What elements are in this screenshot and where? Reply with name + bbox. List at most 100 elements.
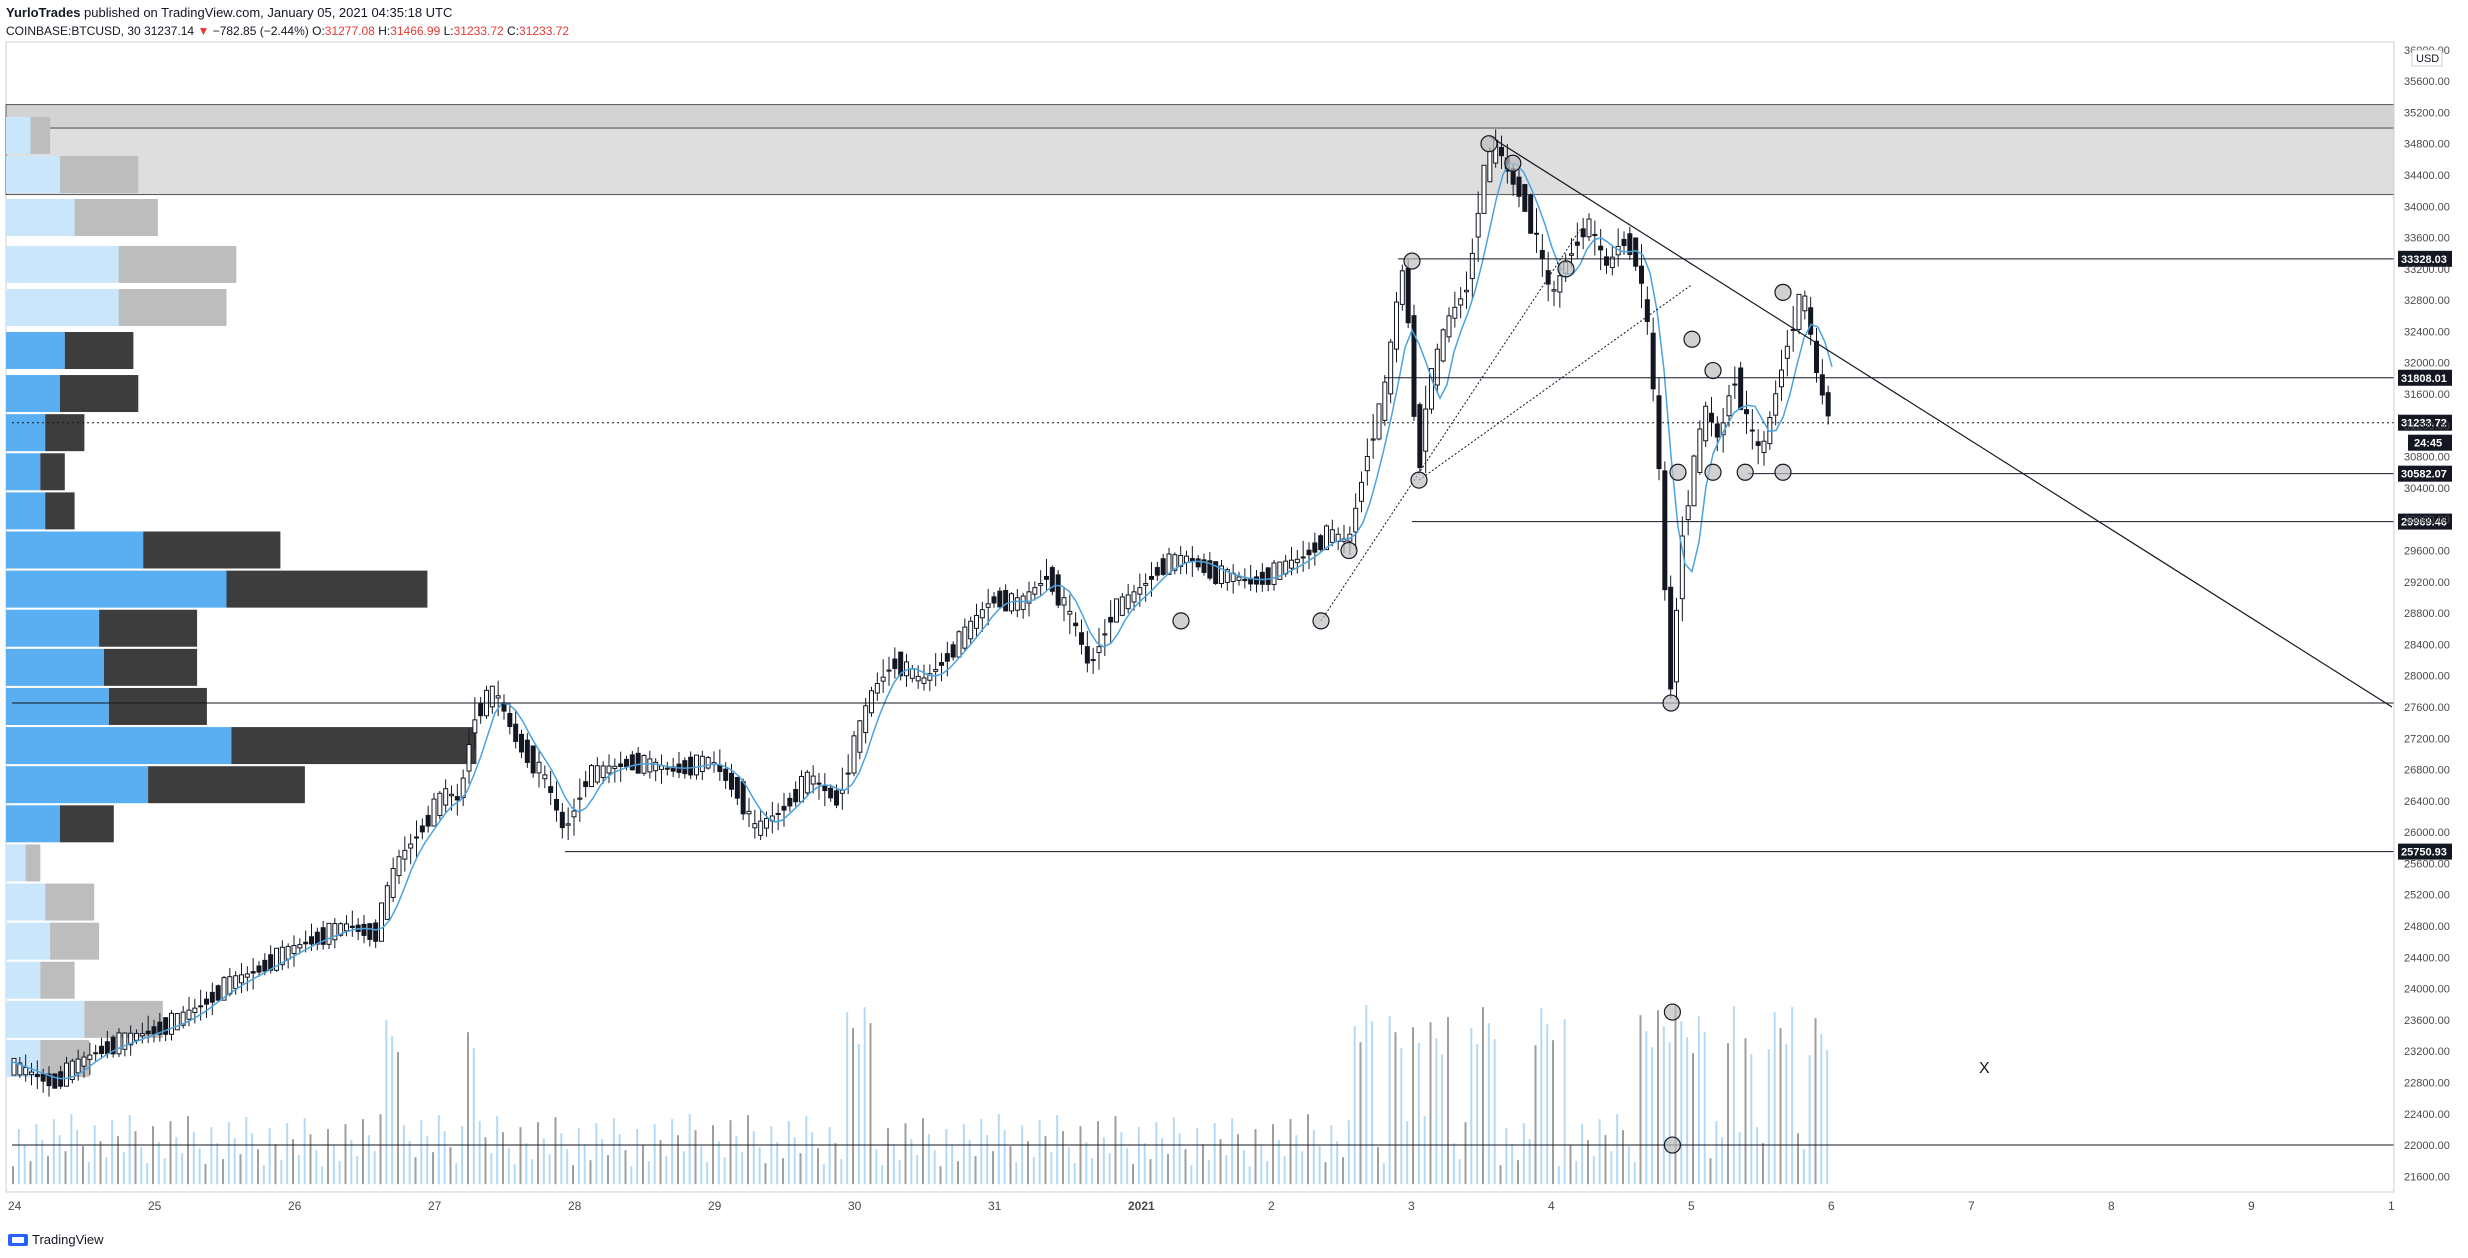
- volume-bar: [1342, 1157, 1344, 1185]
- volume-bar: [688, 1114, 691, 1185]
- candle-body: [1469, 252, 1475, 280]
- resistance-zone[interactable]: [5, 127, 2395, 196]
- volume-bar: [1406, 1121, 1409, 1185]
- candle-body: [1090, 659, 1096, 662]
- candle-body: [151, 1026, 157, 1035]
- candle-body: [1691, 455, 1697, 507]
- pivot-circle-marker[interactable]: [1480, 135, 1498, 153]
- pivot-circle-marker[interactable]: [1774, 463, 1792, 481]
- currency-box[interactable]: [2411, 49, 2443, 67]
- candle-body: [367, 923, 373, 940]
- time-axis-tick: 7: [1968, 1199, 1975, 1213]
- volume-circle-marker[interactable]: [1663, 1136, 1682, 1154]
- volume-bar: [1727, 1043, 1729, 1185]
- price-label-tag: [2398, 843, 2452, 860]
- vp-up-bar: [6, 961, 41, 999]
- candle-body: [822, 785, 828, 792]
- volume-bar: [1814, 1018, 1817, 1185]
- volume-bar: [659, 1140, 662, 1185]
- candle-body: [1359, 481, 1364, 502]
- pivot-circle-marker[interactable]: [1704, 361, 1722, 380]
- pivot-circle-marker[interactable]: [1736, 463, 1754, 481]
- candle-body: [845, 772, 851, 775]
- footer-brand: TradingView: [8, 1232, 104, 1247]
- vp-up-bar: [6, 1000, 85, 1038]
- vp-down-bar: [50, 922, 100, 960]
- volume-bar: [47, 1156, 49, 1185]
- candle-body: [1154, 567, 1160, 576]
- candle-body: [1143, 582, 1149, 586]
- time-axis-tick: 29: [708, 1199, 722, 1213]
- volume-bar: [694, 1130, 697, 1185]
- author-name[interactable]: YurloTrades: [6, 5, 81, 20]
- pivot-circle-marker[interactable]: [1683, 330, 1701, 348]
- candle-body: [799, 775, 804, 803]
- candle-body: [1020, 595, 1026, 610]
- candle-body: [1703, 405, 1709, 442]
- volume-bar: [1499, 1165, 1502, 1185]
- candle-body: [431, 798, 437, 827]
- candle-body: [781, 805, 787, 811]
- volume-bar: [828, 1127, 831, 1185]
- pivot-circle-marker[interactable]: [1312, 612, 1330, 630]
- volume-bar: [122, 1152, 125, 1185]
- pivot-circle-marker[interactable]: [1403, 252, 1421, 270]
- volume-bar: [811, 1132, 814, 1185]
- candle-body: [122, 1032, 128, 1050]
- candle-body: [507, 712, 513, 728]
- pivot-circle-marker[interactable]: [1410, 471, 1428, 489]
- volume-bar: [1423, 1116, 1426, 1185]
- pivot-circle-marker[interactable]: [1774, 283, 1792, 301]
- candle-body: [1405, 267, 1411, 324]
- candle-body: [1160, 558, 1166, 575]
- volume-bar: [350, 1140, 353, 1185]
- price-axis-tick: 32000.00: [2404, 358, 2450, 370]
- open-value: 31277.08: [324, 24, 375, 38]
- volume-bar: [1394, 1032, 1397, 1185]
- pivot-circle-marker[interactable]: [1172, 612, 1190, 630]
- volume-bar: [852, 1028, 854, 1185]
- pivot-circle-marker[interactable]: [1557, 260, 1575, 278]
- candle-body: [1516, 176, 1522, 197]
- volume-bar: [980, 1119, 983, 1185]
- candle-body: [1796, 293, 1802, 330]
- volume-bar: [262, 1165, 265, 1185]
- symbol-label[interactable]: COINBASE:BTCUSD, 30: [6, 24, 141, 38]
- pivot-circle-marker[interactable]: [1504, 154, 1522, 172]
- volume-bar: [420, 1120, 423, 1185]
- candle-body: [1388, 341, 1394, 395]
- volume-bar: [1785, 1044, 1788, 1185]
- volume-bar: [187, 1116, 189, 1185]
- vp-up-bar: [6, 883, 46, 921]
- candle-body: [1224, 569, 1230, 583]
- vp-down-bar: [45, 883, 95, 921]
- time-axis-tick: 9: [2248, 1199, 2255, 1213]
- volume-bar: [1213, 1123, 1216, 1185]
- vp-down-bar: [148, 766, 305, 804]
- candle-body: [1108, 616, 1114, 623]
- pivot-circle-marker[interactable]: [1340, 541, 1358, 560]
- candle-body: [215, 985, 221, 1001]
- candle-body: [52, 1073, 58, 1089]
- volume-bar: [898, 1160, 901, 1185]
- candle-body: [1679, 535, 1685, 600]
- volume-bar: [682, 1151, 685, 1185]
- pivot-circle-marker[interactable]: [1662, 694, 1680, 712]
- volume-bar: [922, 1118, 924, 1185]
- volume-bar: [677, 1135, 679, 1185]
- candle-body: [1528, 194, 1534, 234]
- volume-bar: [1137, 1127, 1140, 1185]
- time-axis-tick: 25: [148, 1199, 162, 1213]
- pivot-circle-marker[interactable]: [1669, 463, 1687, 481]
- pivot-circle-marker[interactable]: [1704, 463, 1722, 481]
- volume-circle-marker[interactable]: [1663, 1003, 1682, 1021]
- candle-body: [279, 946, 285, 966]
- volume-bar: [752, 1131, 755, 1185]
- candle-body: [898, 651, 904, 677]
- descending-trendline[interactable]: [1488, 135, 2393, 708]
- candle-body: [880, 676, 886, 682]
- volume-bar: [192, 1132, 195, 1185]
- candle-body: [618, 763, 624, 767]
- volume-bar: [1441, 1054, 1444, 1185]
